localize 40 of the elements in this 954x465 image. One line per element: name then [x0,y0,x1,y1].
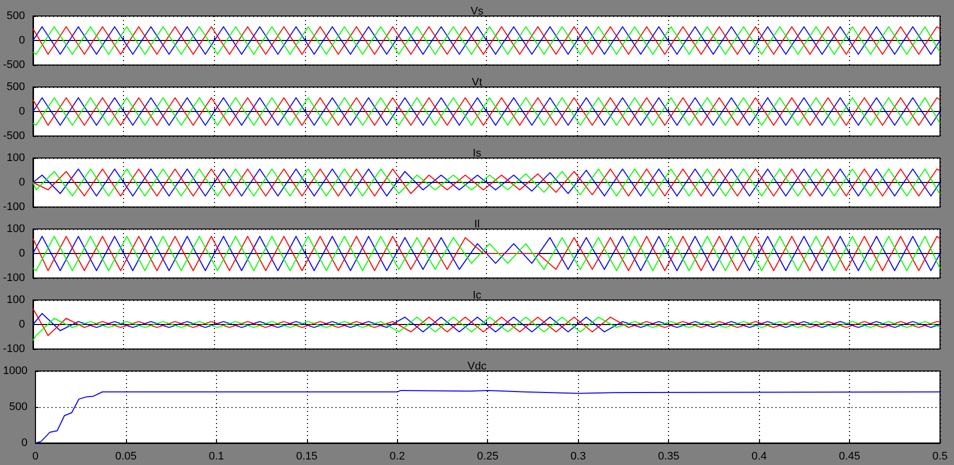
line-series [32,312,940,332]
y-tick-label: 1000 [2,365,28,377]
chart-title: Il [474,218,480,230]
x-tick-label: 0.5 [932,450,948,462]
line-series [32,316,940,341]
chart-title: Ic [472,290,482,302]
chart-title: Is [472,148,482,160]
y-tick-label: 0 [18,176,26,188]
y-tick-label: 100 [6,152,26,164]
line-series [32,168,940,196]
x-tick-label: 0.1 [208,450,224,462]
y-tick-label: -100 [2,343,26,355]
y-tick-label: 500 [6,10,26,22]
line-series [32,308,940,336]
x-tick-label: 0.45 [838,450,860,462]
y-tick-label: 100 [6,223,26,235]
x-tick-label: 0.25 [477,450,498,462]
y-tick-label: 100 [6,294,26,306]
y-tick-label: -500 [2,130,26,142]
x-tick-label: 0.15 [296,450,318,462]
y-tick-label: 500 [9,401,28,413]
x-tick-label: 0.4 [751,450,767,462]
y-tick-label: -100 [2,272,26,284]
x-tick-label: 0.05 [115,450,137,462]
chart-title: Vs [470,6,484,18]
chart-title: Vt [472,76,482,88]
chart-title: Vdc [468,360,487,372]
y-tick-label: 0 [21,437,28,449]
y-tick-label: -500 [2,59,26,71]
y-tick-label: 0 [18,318,26,330]
y-tick-label: 0 [18,106,26,118]
y-tick-label: 0 [18,34,26,46]
x-tick-label: 0.2 [390,450,405,462]
x-tick-label: 0.35 [658,450,680,462]
y-tick-label: -100 [2,201,26,213]
y-tick-label: 0 [18,248,26,260]
x-tick-label: 0 [32,450,39,462]
line-series [32,236,940,272]
x-tick-label: 0.3 [570,450,586,462]
y-tick-label: 500 [6,81,26,93]
